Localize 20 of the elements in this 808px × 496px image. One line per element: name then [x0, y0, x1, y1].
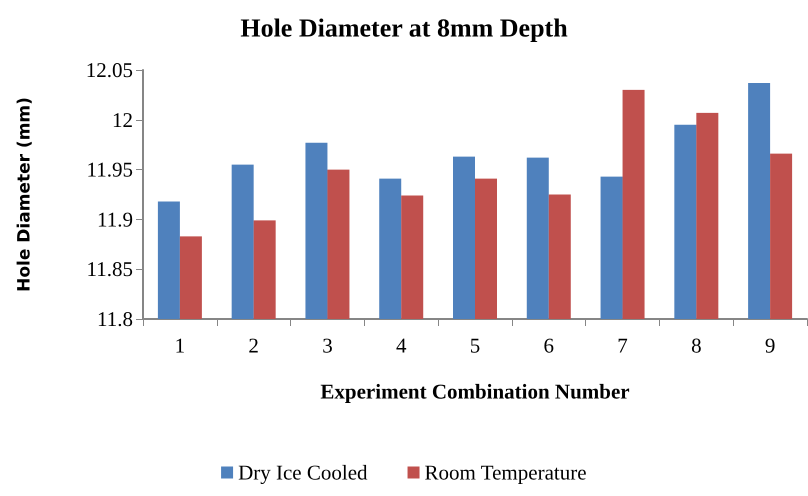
x-tick-label: 3	[322, 334, 333, 358]
x-axis-title: Experiment Combination Number	[320, 380, 630, 404]
x-tick-label: 7	[617, 334, 628, 358]
x-tick-label: 6	[544, 334, 554, 358]
x-tick-label: 4	[396, 334, 407, 358]
x-tick-label: 2	[248, 334, 259, 358]
y-tick-label: 11.8	[97, 307, 133, 331]
y-tick-label: 11.9	[97, 207, 133, 232]
y-tick-label: 11.85	[86, 257, 133, 282]
chart-title: Hole Diameter at 8mm Depth	[240, 14, 568, 42]
y-axis-title: Hole Diameter (mm)	[14, 97, 34, 292]
y-tick-label: 12	[112, 108, 133, 132]
y-tick-label: 12.05	[86, 58, 133, 82]
x-tick-label: 5	[470, 334, 480, 358]
x-tick-label: 1	[174, 334, 186, 358]
legend-label: Room Temperature	[424, 460, 587, 484]
x-tick-label: 8	[691, 334, 702, 358]
x-tick-label: 9	[764, 334, 776, 358]
y-tick-label: 11.95	[86, 158, 133, 182]
legend-label: Dry Ice Cooled	[238, 460, 368, 484]
